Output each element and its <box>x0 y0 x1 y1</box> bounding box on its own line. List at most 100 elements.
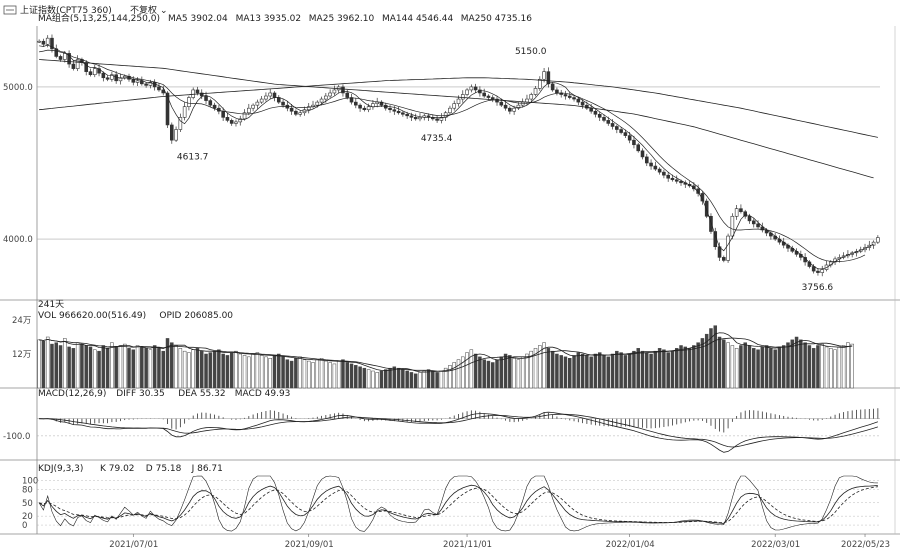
candle-body <box>499 101 504 106</box>
volume-bar <box>516 359 521 389</box>
ma-params-label[interactable]: MA组合(5,13,25,144,250,0) <box>38 12 160 24</box>
volume-bar <box>542 342 546 389</box>
candle-body <box>242 112 247 120</box>
candle-body <box>516 104 521 109</box>
ma-value-label: MA13 3935.02 <box>236 14 301 24</box>
volume-header-label: OPID 206085.00 <box>159 311 233 321</box>
candle-body <box>238 118 243 123</box>
volume-bar <box>165 338 170 389</box>
candle-body <box>264 95 268 100</box>
volume-bar <box>127 348 131 389</box>
candle-body <box>593 110 598 115</box>
volume-bar <box>512 358 516 389</box>
candle-body <box>704 200 709 217</box>
candle-body <box>871 241 876 246</box>
volume-bar <box>636 348 640 389</box>
candle-body <box>739 208 743 213</box>
chevron-down-icon[interactable]: ⌄ <box>160 6 168 16</box>
candle-body <box>666 174 670 179</box>
candle-body <box>546 71 551 85</box>
volume-bar <box>499 356 504 389</box>
volume-bar <box>448 365 452 389</box>
volume-bar <box>93 349 97 389</box>
ma-value-label: MA5 3902.04 <box>168 14 228 24</box>
candle-body <box>212 104 217 109</box>
volume-bar <box>349 363 354 389</box>
candle-body <box>751 220 756 225</box>
date-tick-label: 2021/07/01 <box>109 540 158 550</box>
volume-bar <box>294 358 298 389</box>
candle-body <box>876 237 880 243</box>
date-axis: 2021/07/01 2021/09/01 2021/11/01 2022/01/04… <box>109 534 890 550</box>
volume-bar <box>341 359 345 389</box>
volume-tick-label: 12万 <box>12 350 31 360</box>
candle-body <box>649 162 653 167</box>
candle-body <box>148 82 153 86</box>
volume-bar <box>662 349 666 389</box>
candle-body <box>315 101 320 106</box>
volume-bar <box>456 359 461 389</box>
volume-bar <box>388 367 392 389</box>
volume-bar <box>816 345 820 389</box>
volume-bar <box>140 346 144 389</box>
candle-body <box>644 156 649 164</box>
volume-bar <box>597 352 602 389</box>
volume-bar <box>264 356 268 389</box>
price-extreme-label: 4613.7 <box>177 153 209 163</box>
candle-body <box>135 80 140 83</box>
volume-bar <box>435 372 439 389</box>
candle-body <box>726 235 730 261</box>
volume-bar <box>807 345 812 389</box>
candle-body <box>294 110 298 115</box>
candle-body <box>289 107 294 112</box>
volume-bar <box>461 356 465 389</box>
volume-bar <box>546 348 551 389</box>
volume-bar <box>529 350 533 389</box>
volume-bar <box>217 349 221 389</box>
volume-bar <box>610 353 615 389</box>
volume-bar <box>593 353 598 389</box>
volume-bar <box>833 349 837 389</box>
candlesticks <box>37 34 880 277</box>
volume-bar <box>409 372 414 389</box>
kdj-tick-label: 100 <box>22 476 38 486</box>
volume-bar <box>114 346 118 389</box>
collapse-icon[interactable] <box>3 5 17 15</box>
macd-histogram <box>37 408 880 433</box>
date-tick-label: 2021/11/01 <box>443 540 492 550</box>
candle-body <box>58 56 63 60</box>
volume-bar <box>482 359 486 389</box>
candle-body <box>580 101 585 106</box>
volume-bar <box>431 370 435 389</box>
volume-bar <box>640 350 645 389</box>
macd-header-label: DIFF 30.35 <box>116 389 165 399</box>
ma5-line <box>39 44 874 270</box>
candle-body <box>610 123 615 127</box>
volume-bar <box>726 342 730 389</box>
volume-bar <box>259 355 264 389</box>
volume-bar <box>298 356 302 389</box>
candle-body <box>602 117 606 121</box>
volume-bar <box>533 348 538 389</box>
candle-body <box>392 109 397 112</box>
ma-value-label: MA25 3962.10 <box>309 14 375 24</box>
candle-body <box>670 177 675 181</box>
symbol-title[interactable]: 上证指数(CPT75 360) <box>20 4 112 16</box>
volume-bar <box>752 348 756 389</box>
volume-bar <box>619 352 623 389</box>
volume-bar <box>674 348 679 389</box>
volume-bar <box>473 353 478 389</box>
volume-header: VOL 966620.00(516.49) OPID 206085.00 <box>38 311 233 321</box>
volume-bar <box>187 352 191 389</box>
candle-body <box>413 117 418 120</box>
candle-body <box>756 223 760 228</box>
volume-bar <box>251 353 255 389</box>
candle-body <box>512 107 516 112</box>
volume-bar <box>105 348 110 389</box>
volume-bar <box>157 348 161 389</box>
ma250-line <box>39 77 878 138</box>
candle-body <box>259 98 264 103</box>
volume-bar <box>764 345 769 389</box>
adjust-select[interactable]: 不复权 <box>130 4 157 16</box>
